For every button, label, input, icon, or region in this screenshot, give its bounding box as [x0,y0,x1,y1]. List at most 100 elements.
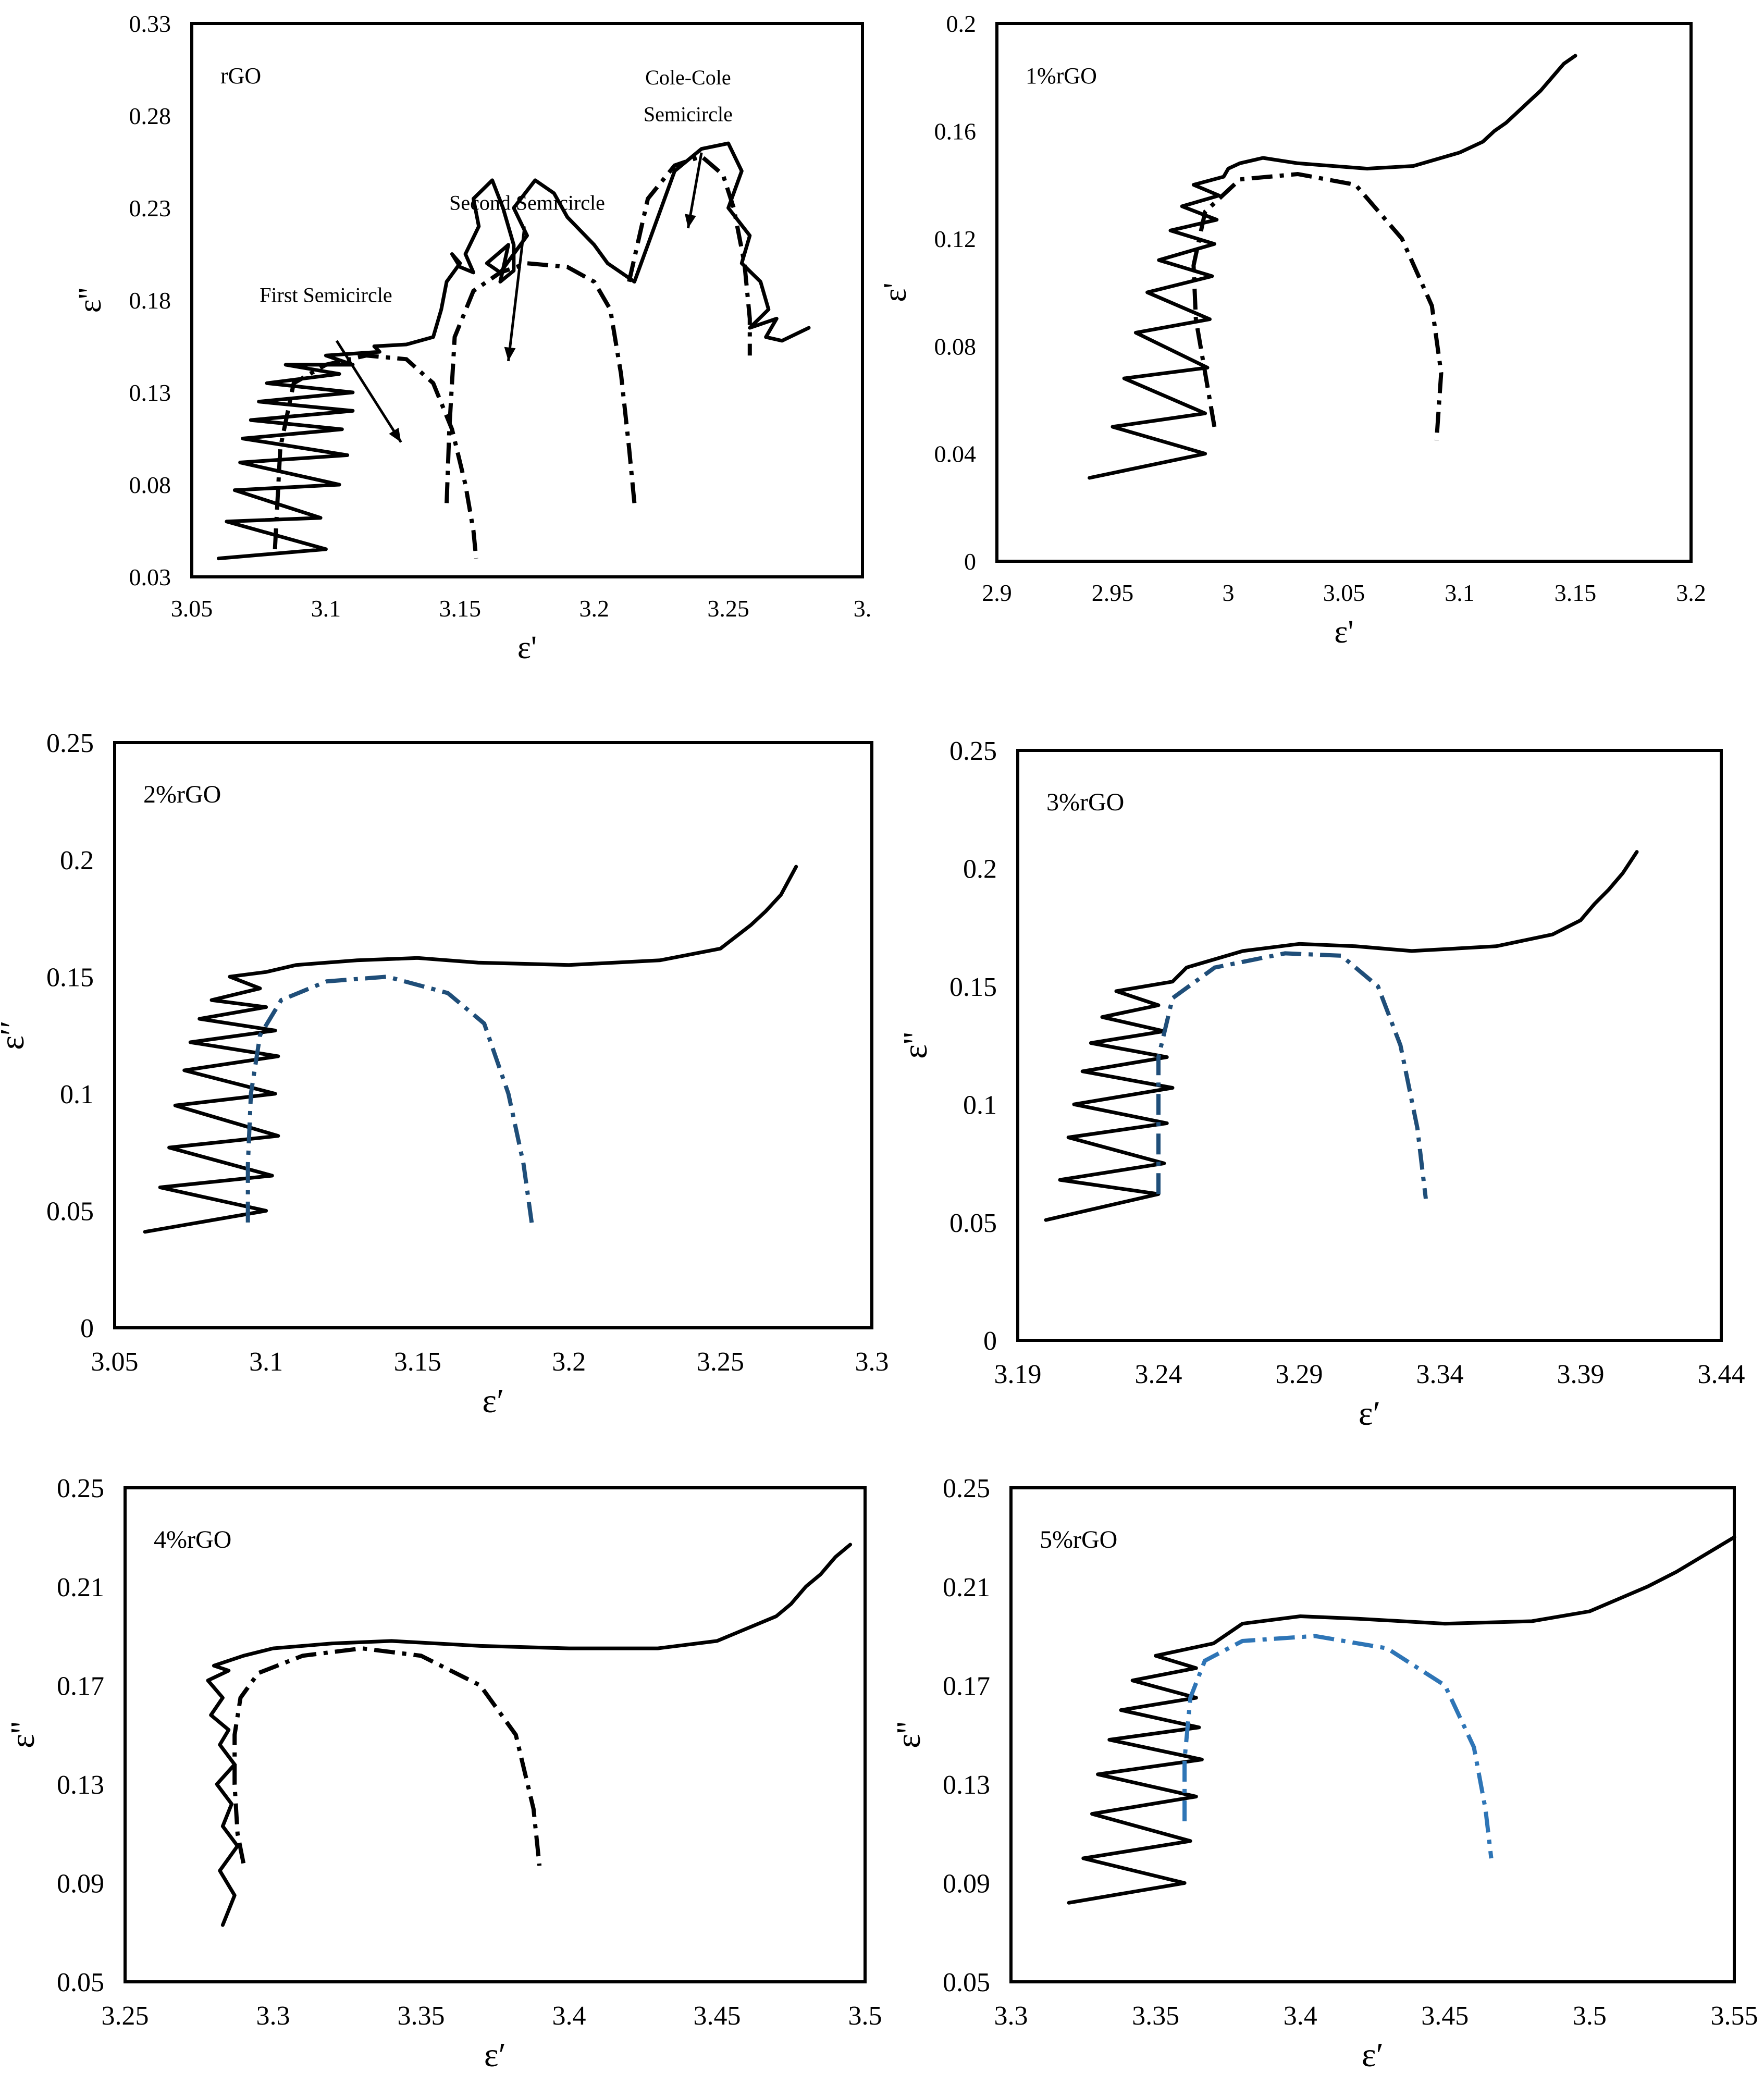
y-tick-label: 0.23 [129,195,171,221]
x-tick-label: 3.3 [994,2001,1028,2031]
arrow-head [504,347,516,361]
x-tick-label: 3.24 [1135,1360,1182,1389]
y-tick-label: 0.25 [943,1474,990,1503]
x-axis-title: ε' [517,630,537,665]
y-tick-label: 0.08 [129,472,171,498]
y-axis-title: ε' [878,282,913,302]
y-tick-label: 0.21 [57,1573,104,1602]
x-axis-title: ε′ [484,2036,506,2074]
panel-3pct-rgo: 3.19 3.24 3.29 3.34 3.39 3.44 0 0.05 0.1 0.15 0.2 0… [896,736,1745,1433]
x-tick-label: 3.3 [256,2001,290,2031]
y-tick-label: 0.03 [129,564,171,590]
x-tick-label: 3.15 [1555,579,1597,606]
x-axis-title: ε' [1334,614,1353,650]
plot-frame [113,741,873,1329]
panel-5pct-rgo: 3.3 3.35 3.4 3.45 3.5 3.55 0.05 0.09 0.13 0.17 0.2… [890,1474,1758,2074]
x-tick-label: 3.2 [1676,579,1706,606]
x-tick-label: 3.1 [1445,579,1475,606]
x-tick-label: 3.4 [1284,2001,1317,2031]
arrow-head [389,427,401,442]
y-tick-label: 0.15 [949,972,997,1002]
x-tick-label: 3.05 [1323,579,1365,606]
fit-series-line [445,261,637,503]
annotation-text: First Semicircle [260,283,392,307]
y-tick-label: 0.12 [934,226,977,252]
y-tick-label: 0.05 [46,1197,94,1227]
panel-label: rGO [220,63,261,89]
y-axis-title: ε'' [896,1032,934,1059]
x-tick-label: 3.35 [398,2001,445,2031]
y-tick-label: 0.18 [129,287,171,314]
x-tick-label: 3. [854,595,872,622]
y-tick-label: 0.17 [943,1671,990,1701]
x-tick-label: 3.25 [102,2001,149,2031]
fit-series-line [627,154,752,356]
y-tick-label: 0 [80,1314,94,1343]
y-tick-label: 0.09 [943,1869,990,1899]
y-tick-label: 0.1 [60,1080,94,1109]
x-tick-label: 3.15 [394,1347,441,1377]
y-tick-label: 0.05 [943,1968,990,1997]
x-tick-label: 3.25 [697,1347,744,1377]
y-tick-label: 0.13 [129,379,171,406]
y-axis-title: ε'' [72,288,108,313]
y-tick-label: 0.2 [946,10,977,37]
annotation-arrow [335,340,402,443]
fit-series-line [232,1646,542,1866]
x-tick-label: 3.29 [1276,1360,1323,1389]
x-tick-label: 3 [1223,579,1235,606]
y-tick-label: 0.25 [57,1474,104,1503]
y-axis-title: ε'' [4,1721,42,1748]
annotation-text: Cole-Cole [645,66,731,89]
x-tick-label: 3.4 [552,2001,586,2031]
plot-frame [190,22,864,578]
x-tick-label: 3.34 [1416,1360,1464,1389]
x-tick-label: 2.9 [982,579,1012,606]
measured-series-line [1067,1535,1736,1905]
annotation-text: Second Semicircle [449,191,605,215]
y-tick-label: 0.28 [129,103,171,129]
y-tick-label: 0.16 [934,118,977,145]
measured-series-line [1088,54,1577,480]
fit-series-line [1182,1634,1494,1859]
fit-series-line [1191,171,1444,441]
y-tick-label: 0.33 [129,10,171,37]
plot-frame [1016,749,1723,1342]
panel-label: 5%rGO [1040,1526,1117,1553]
x-tick-label: 3.2 [552,1347,586,1377]
y-axis-title: ε'' [890,1721,928,1748]
panel-label: 4%rGO [154,1526,231,1553]
panel-label: 3%rGO [1046,788,1124,816]
y-tick-label: 0.15 [46,963,94,992]
panel-1pct-rgo: 2.9 2.95 3 3.05 3.1 3.15 3.2 0 0.04 0.08 0.12 0.16 0… [878,10,1706,650]
x-tick-label: 3.5 [848,2001,882,2031]
x-tick-label: 3.45 [694,2001,741,2031]
measured-series-line [217,141,811,561]
y-tick-label: 0.21 [943,1573,990,1602]
y-tick-label: 0.05 [57,1968,104,1997]
x-tick-label: 3.39 [1557,1360,1605,1389]
x-tick-label: 2.95 [1092,579,1134,606]
y-tick-label: 0.13 [943,1770,990,1800]
x-axis-title: ε′ [482,1382,504,1420]
measured-series-line [1044,850,1639,1222]
x-tick-label: 3.55 [1711,2001,1758,2031]
x-axis-title: ε′ [1362,2036,1384,2074]
y-tick-label: 0 [964,548,976,575]
plot-frame [1009,1486,1736,1983]
x-tick-label: 3.35 [1132,2001,1179,2031]
plot-frame [995,22,1693,563]
y-tick-label: 0.25 [949,736,997,766]
y-tick-label: 0 [983,1326,997,1356]
arrow-head [685,214,696,228]
measured-series-line [206,1543,853,1927]
y-tick-label: 0.04 [934,441,977,467]
fit-series-line [1156,951,1428,1199]
x-tick-label: 3.5 [1573,2001,1607,2031]
x-tick-label: 3.19 [994,1360,1042,1389]
x-tick-label: 3.05 [91,1347,139,1377]
x-tick-label: 3.05 [171,595,213,622]
y-axis-title: ε′′ [0,1020,31,1050]
x-tick-label: 3.1 [249,1347,283,1377]
